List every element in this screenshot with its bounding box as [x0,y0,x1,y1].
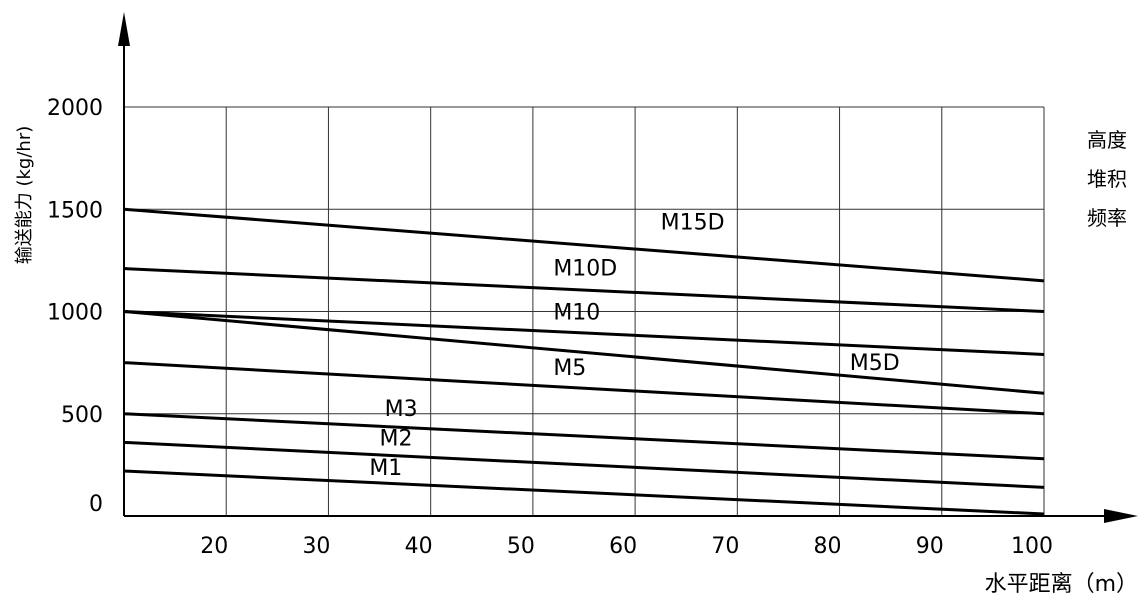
series-label-m5d: M5D [850,351,900,376]
x-tick-label-50: 50 [507,534,535,559]
grid [124,106,1045,516]
x-axis-arrow [1104,509,1138,523]
y-axis-arrow [118,12,130,46]
series-label-m10d: M10D [553,257,617,282]
series-line-m15d [123,207,1045,283]
series-line-m3 [123,412,1045,461]
side-note-stack: 堆积 [1087,167,1127,191]
y-tick-label-1500: 1500 [47,198,103,223]
y-tick-label-0: 0 [89,492,103,517]
series-label-m3: M3 [385,397,418,422]
x-tick-label-20: 20 [200,534,228,559]
series-lines [123,207,1045,516]
series-line-m10d [123,267,1045,313]
x-tick-label-90: 90 [916,534,944,559]
series-label-m5: M5 [553,356,586,381]
x-tick-label-80: 80 [814,534,842,559]
x-axis-title: 水平距离（m） [985,572,1138,597]
x-tick-label-60: 60 [609,534,637,559]
side-note-height: 高度 [1087,128,1127,152]
series-line-m2 [123,440,1045,489]
y-tick-label-2000: 2000 [47,96,103,121]
x-tick-label-70: 70 [711,534,739,559]
series-label-m1: M1 [369,456,402,481]
series-label-m10: M10 [553,301,600,326]
series-label-m2: M2 [380,426,413,451]
x-tick-label-100: 100 [1011,534,1053,559]
series-line-m5d [123,310,1045,395]
y-tick-label-1000: 1000 [47,301,103,326]
series-line-m5 [123,361,1045,416]
side-note-frequency: 频率 [1087,206,1127,230]
y-axis-title: 输送能力 (kg/hr) [14,126,35,265]
axes [118,12,1138,523]
series-label-m15d: M15D [661,211,725,236]
x-tick-label-30: 30 [302,534,330,559]
series-line-m10 [123,310,1045,356]
series-line-m1 [123,469,1045,516]
y-tick-label-500: 500 [61,403,103,428]
series-labels: M15D M10D M10 M5D M5 M3 M2 M1 [369,211,899,481]
x-tick-label-40: 40 [405,534,433,559]
